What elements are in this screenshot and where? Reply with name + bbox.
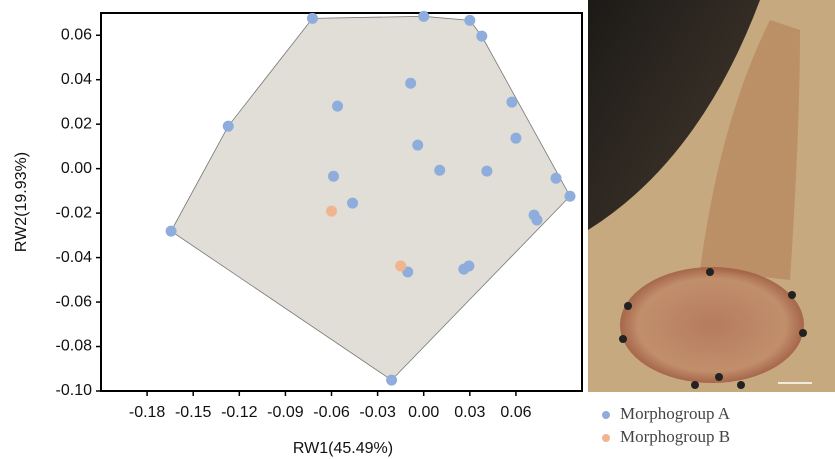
x-tick-label: 0.00 bbox=[408, 404, 439, 421]
data-point bbox=[434, 165, 445, 176]
legend-label: Morphogroup B bbox=[620, 427, 730, 446]
legend-marker bbox=[602, 411, 610, 419]
data-point bbox=[506, 97, 517, 108]
x-axis-label: RW1(45.49%) bbox=[293, 440, 393, 457]
data-point bbox=[458, 264, 469, 275]
data-point bbox=[412, 140, 423, 151]
x-tick-label: 0.06 bbox=[500, 404, 531, 421]
data-point bbox=[307, 13, 318, 24]
x-tick-label: 0.03 bbox=[454, 404, 485, 421]
figure: RW1(45.49%) RW2(19.93%) Morphogroup AMor… bbox=[0, 0, 835, 459]
x-tick-label: -0.06 bbox=[313, 404, 350, 421]
legend-marker bbox=[602, 434, 610, 442]
data-point bbox=[386, 375, 397, 386]
data-point bbox=[405, 78, 416, 89]
y-tick-label: -0.04 bbox=[56, 249, 93, 266]
x-tick-label: -0.12 bbox=[221, 404, 258, 421]
data-point bbox=[332, 101, 343, 112]
x-tick-label: -0.15 bbox=[175, 404, 212, 421]
y-tick-label: -0.08 bbox=[56, 338, 93, 355]
data-point bbox=[328, 171, 339, 182]
data-point bbox=[464, 15, 475, 26]
data-point bbox=[510, 133, 521, 144]
data-point bbox=[395, 261, 406, 272]
data-point bbox=[326, 206, 337, 217]
data-point bbox=[166, 226, 177, 237]
y-tick-label: 0.00 bbox=[61, 160, 92, 177]
y-tick-label: 0.06 bbox=[61, 26, 92, 43]
y-axis-label: RW2(19.93%) bbox=[13, 152, 30, 252]
y-tick-label: -0.06 bbox=[56, 293, 93, 310]
data-point bbox=[418, 11, 429, 22]
y-tick-label: -0.10 bbox=[56, 382, 93, 399]
data-point bbox=[531, 215, 542, 226]
data-point bbox=[551, 173, 562, 184]
data-point bbox=[565, 191, 576, 202]
data-point bbox=[223, 121, 234, 132]
y-tick-label: 0.02 bbox=[61, 115, 92, 132]
data-point bbox=[476, 31, 487, 42]
x-tick-label: -0.09 bbox=[267, 404, 304, 421]
y-tick-label: -0.02 bbox=[56, 204, 93, 221]
convex-hull bbox=[171, 16, 570, 380]
x-tick-label: -0.03 bbox=[359, 404, 396, 421]
legend: Morphogroup A Morphogroup B bbox=[602, 404, 731, 446]
data-point bbox=[481, 166, 492, 177]
x-tick-label: -0.18 bbox=[129, 404, 166, 421]
fossil-photo bbox=[588, 0, 835, 392]
data-point bbox=[347, 198, 358, 209]
legend-label: Morphogroup A bbox=[620, 404, 731, 423]
y-tick-label: 0.04 bbox=[61, 71, 92, 88]
